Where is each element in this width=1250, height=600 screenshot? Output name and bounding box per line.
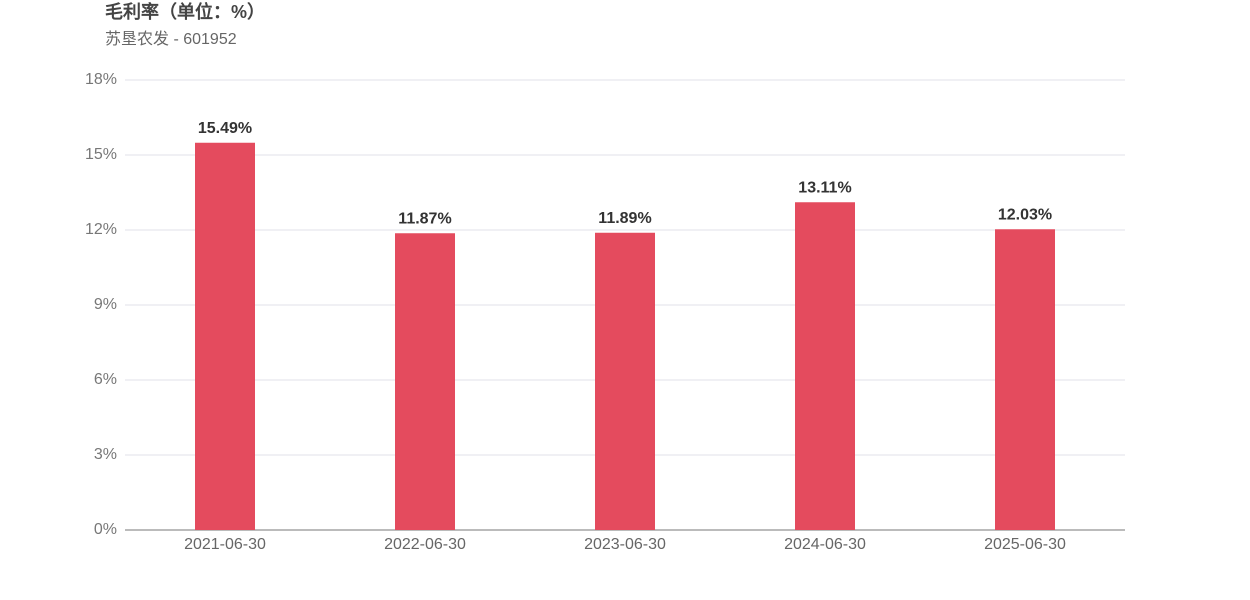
x-tick-label: 2022-06-30 bbox=[384, 536, 466, 553]
bar bbox=[995, 229, 1055, 530]
x-tick-label: 2025-06-30 bbox=[984, 536, 1066, 553]
y-tick-label: 6% bbox=[94, 371, 117, 388]
value-label: 11.89% bbox=[598, 210, 651, 227]
value-label: 11.87% bbox=[398, 210, 451, 227]
x-tick-label: 2021-06-30 bbox=[184, 536, 266, 553]
x-tick-label: 2024-06-30 bbox=[784, 536, 866, 553]
y-tick-label: 12% bbox=[85, 221, 117, 238]
value-label: 13.11% bbox=[798, 179, 851, 196]
y-tick-label: 3% bbox=[94, 446, 117, 463]
bar bbox=[195, 142, 255, 530]
chart-subtitle: 苏垦农发 - 601952 bbox=[105, 30, 237, 48]
y-tick-label: 15% bbox=[85, 146, 117, 163]
bar bbox=[795, 202, 855, 530]
chart-title: 毛利率（单位：%） bbox=[105, 1, 265, 22]
x-tick-label: 2023-06-30 bbox=[584, 536, 666, 553]
y-tick-label: 0% bbox=[94, 521, 117, 538]
value-label: 15.49% bbox=[198, 120, 252, 137]
bar bbox=[595, 232, 655, 530]
y-tick-label: 18% bbox=[85, 71, 117, 88]
value-label: 12.03% bbox=[998, 206, 1052, 223]
bar bbox=[395, 233, 455, 530]
y-tick-label: 9% bbox=[94, 296, 117, 313]
